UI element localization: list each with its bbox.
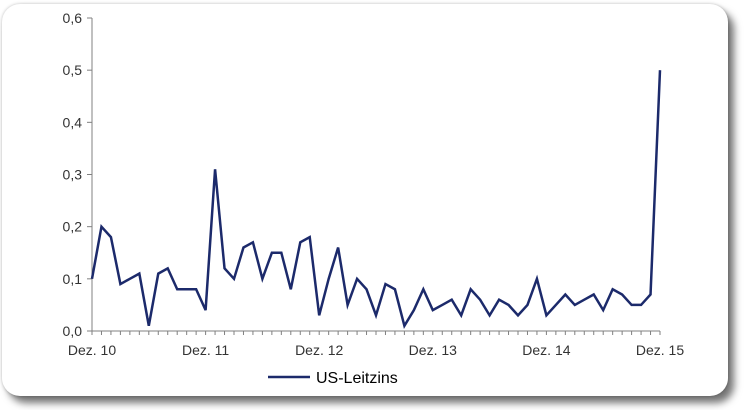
x-tick-label: Dez. 12 <box>295 342 343 358</box>
y-tick-label: 0,3 <box>63 167 83 183</box>
series-group <box>90 70 662 329</box>
y-tick-label: 0,0 <box>63 323 83 339</box>
y-tick-label: 0,2 <box>63 219 83 235</box>
legend-label-us-leitzins: US-Leitzins <box>316 370 398 387</box>
x-tick-label: Dez. 13 <box>409 342 457 358</box>
legend: US-Leitzins <box>268 370 398 387</box>
x-tick-label: Dez. 10 <box>68 342 116 358</box>
y-tick-label: 0,5 <box>63 62 83 78</box>
y-axis: 0,0 0,1 0,2 0,3 0,4 0,5 0,6 <box>63 10 93 339</box>
x-axis: Dez. 10 Dez. 11 Dez. 12 Dez. 13 Dez. 14 Dez. … <box>68 330 684 358</box>
y-tick-label: 0,4 <box>63 114 83 130</box>
x-tick-label: Dez. 14 <box>522 342 570 358</box>
x-tick-label: Dez. 11 <box>182 342 229 358</box>
y-tick-label: 0,1 <box>63 271 83 287</box>
y-tick-label: 0,6 <box>63 10 83 26</box>
x-tick-label: Dez. 15 <box>636 342 684 358</box>
series-line-us-leitzins <box>90 70 662 329</box>
